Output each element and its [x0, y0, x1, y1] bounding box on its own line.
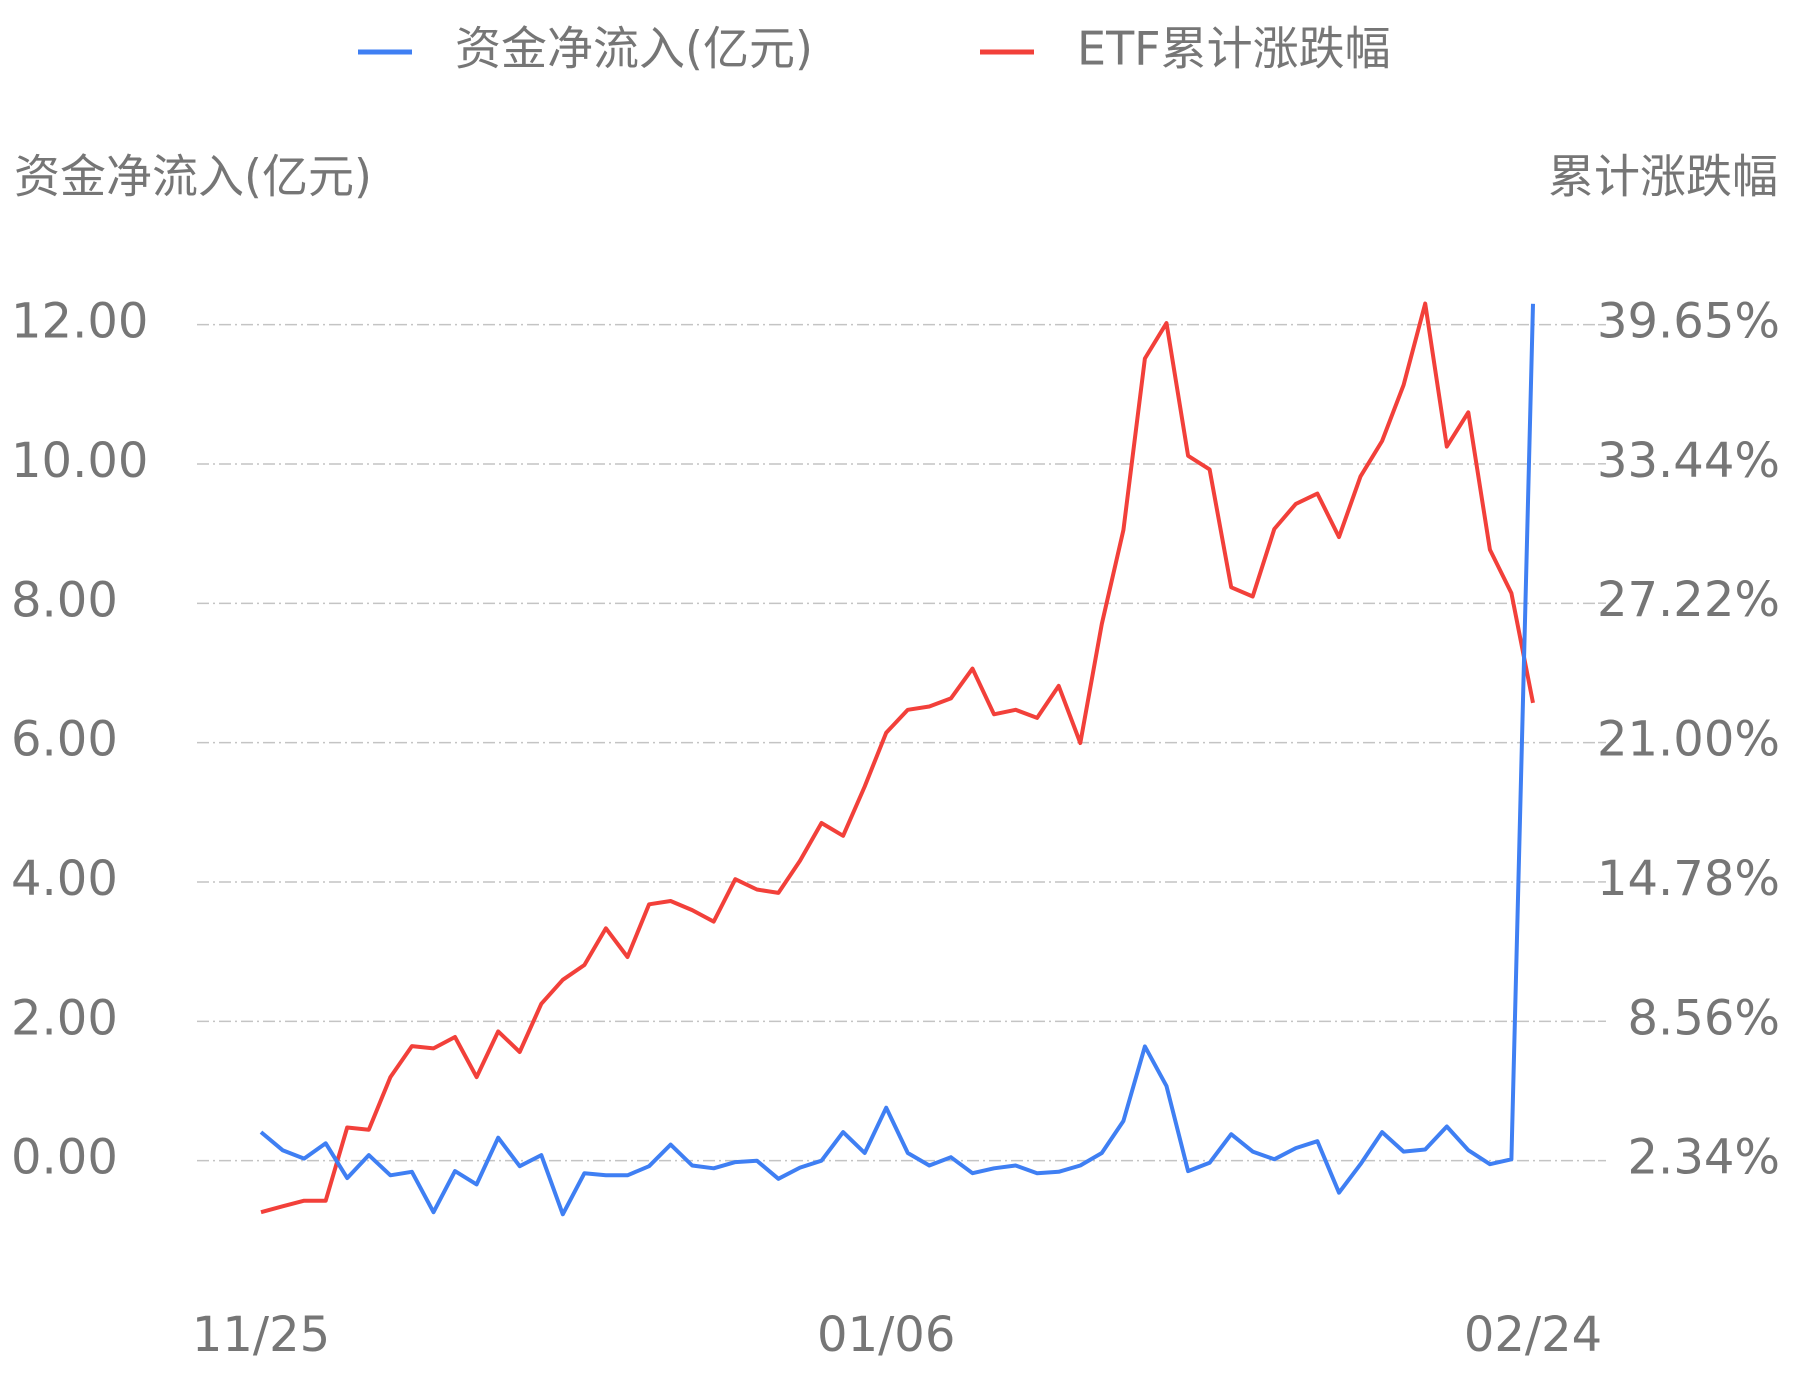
x-tick-label: 11/25: [192, 1307, 330, 1363]
x-tick-label: 02/24: [1464, 1307, 1602, 1363]
y-tick-label: 12.00: [11, 294, 148, 350]
y-tick-label: 10.00: [11, 433, 148, 489]
y2-axis-title: 累计涨跌幅: [1548, 150, 1778, 204]
y2-tick-label: 2.34%: [1628, 1130, 1780, 1186]
legend-label: 资金净流入(亿元): [455, 22, 813, 76]
y-tick-label: 6.00: [11, 712, 118, 768]
y-axis-title: 资金净流入(亿元): [14, 150, 372, 204]
y-tick-label: 2.00: [11, 990, 118, 1046]
y2-tick-label: 14.78%: [1597, 851, 1780, 907]
series-line: [259, 303, 1535, 1217]
series-line: [260, 301, 1535, 1215]
y2-tick-label: 39.65%: [1597, 294, 1780, 350]
y-tick-label: 0.00: [11, 1130, 118, 1186]
y2-tick-label: 33.44%: [1597, 433, 1780, 489]
y-tick-label: 8.00: [11, 572, 118, 628]
y2-tick-label: 8.56%: [1628, 990, 1780, 1046]
x-tick-label: 01/06: [817, 1307, 955, 1363]
legend-label: ETF累计涨跌幅: [1077, 22, 1391, 76]
y2-tick-label: 27.22%: [1597, 572, 1780, 628]
y-tick-label: 4.00: [11, 851, 118, 907]
y2-tick-label: 21.00%: [1597, 712, 1780, 768]
